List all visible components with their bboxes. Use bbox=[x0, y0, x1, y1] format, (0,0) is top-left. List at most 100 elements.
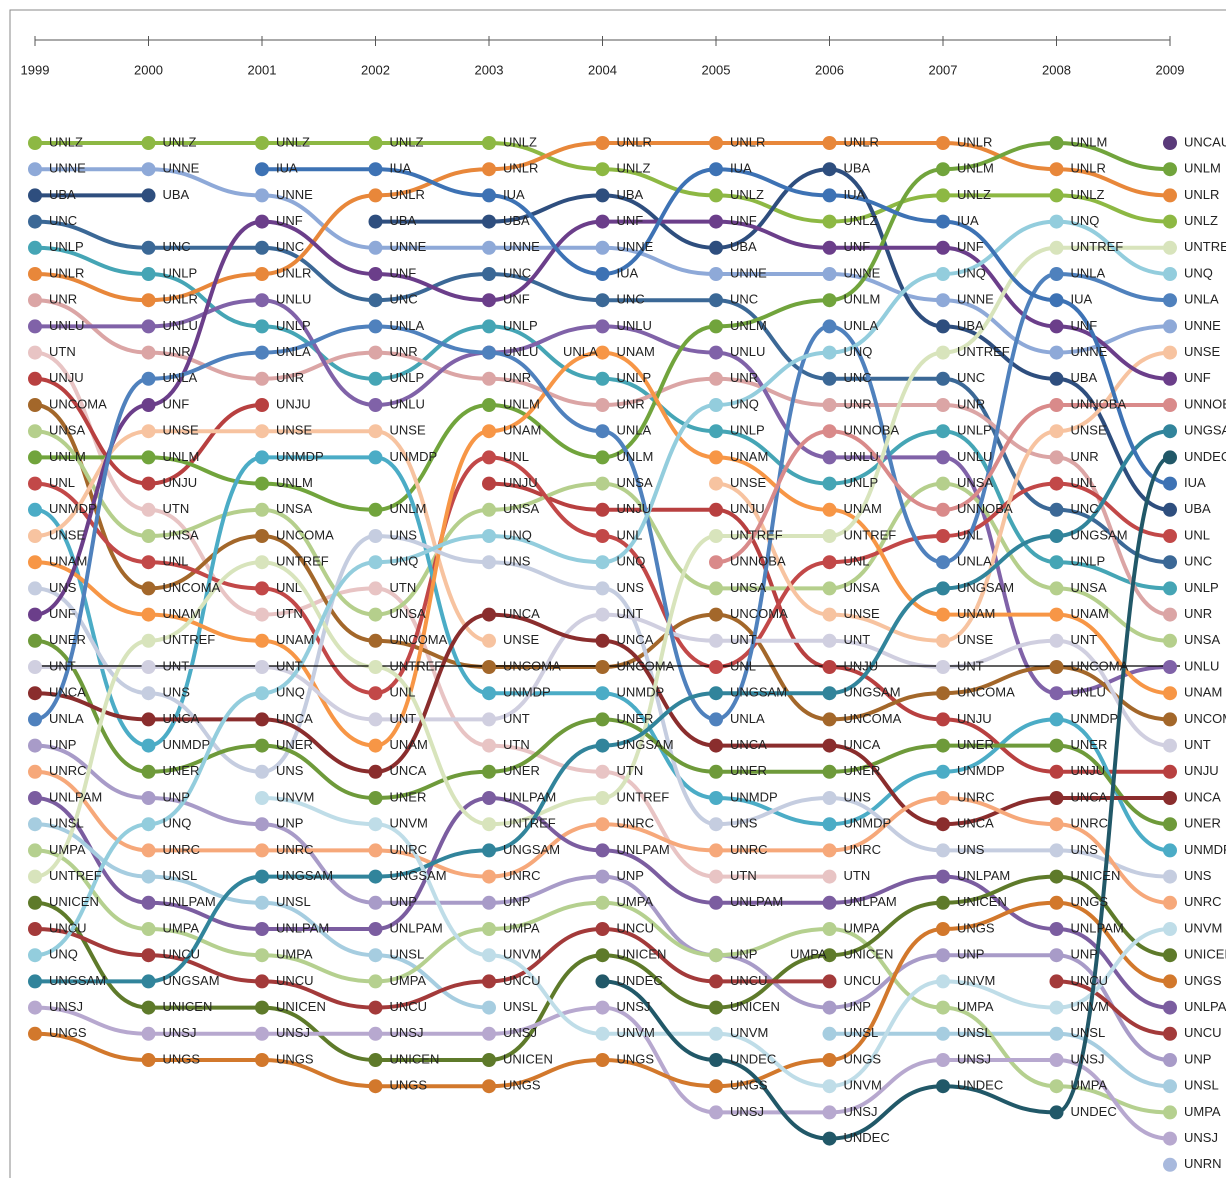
rank-marker bbox=[709, 817, 723, 832]
rank-marker bbox=[709, 712, 723, 727]
rank-marker bbox=[936, 555, 950, 570]
point-label: UNLA bbox=[563, 344, 598, 359]
point-label: UNLR bbox=[957, 134, 992, 149]
point-label: UNMDP bbox=[503, 685, 551, 700]
rank-marker bbox=[368, 895, 383, 910]
point-label: UNNOBA bbox=[1184, 396, 1226, 411]
rank-marker bbox=[141, 817, 156, 832]
point-label: UNSE bbox=[957, 632, 993, 647]
rank-marker bbox=[28, 1026, 42, 1041]
point-label: UNQ bbox=[49, 947, 78, 962]
point-label: UNTREF bbox=[1184, 239, 1226, 254]
point-label: UNR bbox=[276, 370, 304, 385]
point-label: UNR bbox=[617, 396, 645, 411]
rank-marker bbox=[255, 398, 269, 412]
point-label: UNICEN bbox=[276, 999, 326, 1014]
point-label: UNCOMA bbox=[49, 396, 107, 411]
point-label: UNGSAM bbox=[1071, 527, 1128, 542]
point-label: UNICEN bbox=[390, 1051, 440, 1066]
rank-marker bbox=[28, 293, 42, 308]
rank-marker bbox=[822, 633, 837, 648]
rank-marker bbox=[255, 162, 269, 177]
rank-marker bbox=[595, 922, 610, 936]
rank-marker bbox=[595, 502, 610, 517]
point-label: UNGSAM bbox=[844, 685, 901, 700]
point-label: UNC bbox=[1184, 554, 1212, 569]
rank-marker bbox=[822, 1000, 837, 1015]
rank-marker bbox=[28, 240, 42, 255]
point-label: UNL bbox=[276, 580, 302, 595]
rank-line bbox=[34, 298, 1171, 617]
rank-line bbox=[34, 455, 1171, 853]
rank-marker bbox=[255, 424, 269, 439]
point-label: UNT bbox=[49, 658, 76, 673]
point-label: UNLP bbox=[1184, 580, 1219, 595]
x-tick-label: 2003 bbox=[475, 62, 504, 77]
rank-marker bbox=[709, 895, 723, 910]
x-tick-label: 2008 bbox=[1042, 62, 1071, 77]
rank-marker bbox=[709, 764, 723, 779]
point-label: UNCA bbox=[957, 816, 994, 831]
rank-marker bbox=[822, 1079, 837, 1094]
rank-marker bbox=[1163, 398, 1177, 412]
rank-marker bbox=[709, 948, 723, 963]
rank-marker bbox=[28, 450, 42, 465]
point-label: UNMDP bbox=[957, 763, 1005, 778]
rank-marker bbox=[28, 136, 42, 150]
point-label: UNLPAM bbox=[276, 920, 329, 935]
rank-marker bbox=[28, 319, 42, 334]
rank-marker bbox=[141, 1000, 156, 1015]
point-label: UNDEC bbox=[1184, 449, 1226, 464]
rank-marker bbox=[595, 293, 610, 308]
point-label: UNQ bbox=[844, 344, 873, 359]
point-label: UNC bbox=[163, 239, 191, 254]
rank-marker bbox=[936, 948, 950, 963]
point-label: UNR bbox=[49, 292, 77, 307]
point-label: UNNOBA bbox=[957, 501, 1013, 516]
rank-marker bbox=[709, 660, 723, 674]
point-label: UNLZ bbox=[730, 187, 764, 202]
point-label: UNRC bbox=[844, 842, 882, 857]
x-tick-label: 2002 bbox=[361, 62, 390, 77]
rank-marker bbox=[822, 371, 837, 386]
rank-marker bbox=[28, 214, 42, 229]
point-label: UNTREF bbox=[503, 816, 556, 831]
rank-marker bbox=[1049, 607, 1064, 622]
rank-marker bbox=[368, 817, 383, 832]
rank-marker bbox=[1163, 371, 1177, 386]
rank-marker bbox=[822, 607, 837, 622]
rank-marker bbox=[1163, 869, 1177, 884]
rank-marker bbox=[482, 922, 496, 936]
rank-marker bbox=[368, 293, 383, 308]
point-label: UNAM bbox=[844, 501, 882, 516]
rank-marker bbox=[1163, 1079, 1177, 1094]
point-label: UNT bbox=[1184, 737, 1211, 752]
rank-marker bbox=[822, 188, 837, 203]
rank-marker bbox=[255, 843, 269, 858]
point-label: UNER bbox=[163, 763, 200, 778]
point-label: UNLZ bbox=[1184, 213, 1218, 228]
point-label: UNSE bbox=[730, 475, 766, 490]
point-label: UNLPAM bbox=[730, 894, 783, 909]
point-label: UBA bbox=[390, 213, 417, 228]
x-tick-label: 2005 bbox=[702, 62, 731, 77]
rank-marker bbox=[1163, 162, 1177, 177]
point-label: UMPA bbox=[617, 894, 654, 909]
point-label: UNS bbox=[957, 842, 985, 857]
point-label: UNNOBA bbox=[1071, 396, 1127, 411]
point-label: UNT bbox=[1071, 632, 1098, 647]
rank-marker bbox=[936, 712, 950, 727]
rank-marker bbox=[936, 895, 950, 910]
point-label: UNJU bbox=[617, 501, 652, 516]
rank-marker bbox=[822, 240, 837, 255]
rank-marker bbox=[709, 162, 723, 177]
point-label: UNT bbox=[957, 658, 984, 673]
rank-marker bbox=[709, 267, 723, 281]
point-label: UNCU bbox=[163, 947, 201, 962]
rank-marker bbox=[709, 1079, 723, 1094]
rank-marker bbox=[822, 1131, 837, 1146]
point-label: UNLA bbox=[1071, 265, 1106, 280]
point-label: UBA bbox=[730, 239, 757, 254]
point-label: UNAM bbox=[957, 606, 995, 621]
point-label: UNVM bbox=[957, 973, 995, 988]
